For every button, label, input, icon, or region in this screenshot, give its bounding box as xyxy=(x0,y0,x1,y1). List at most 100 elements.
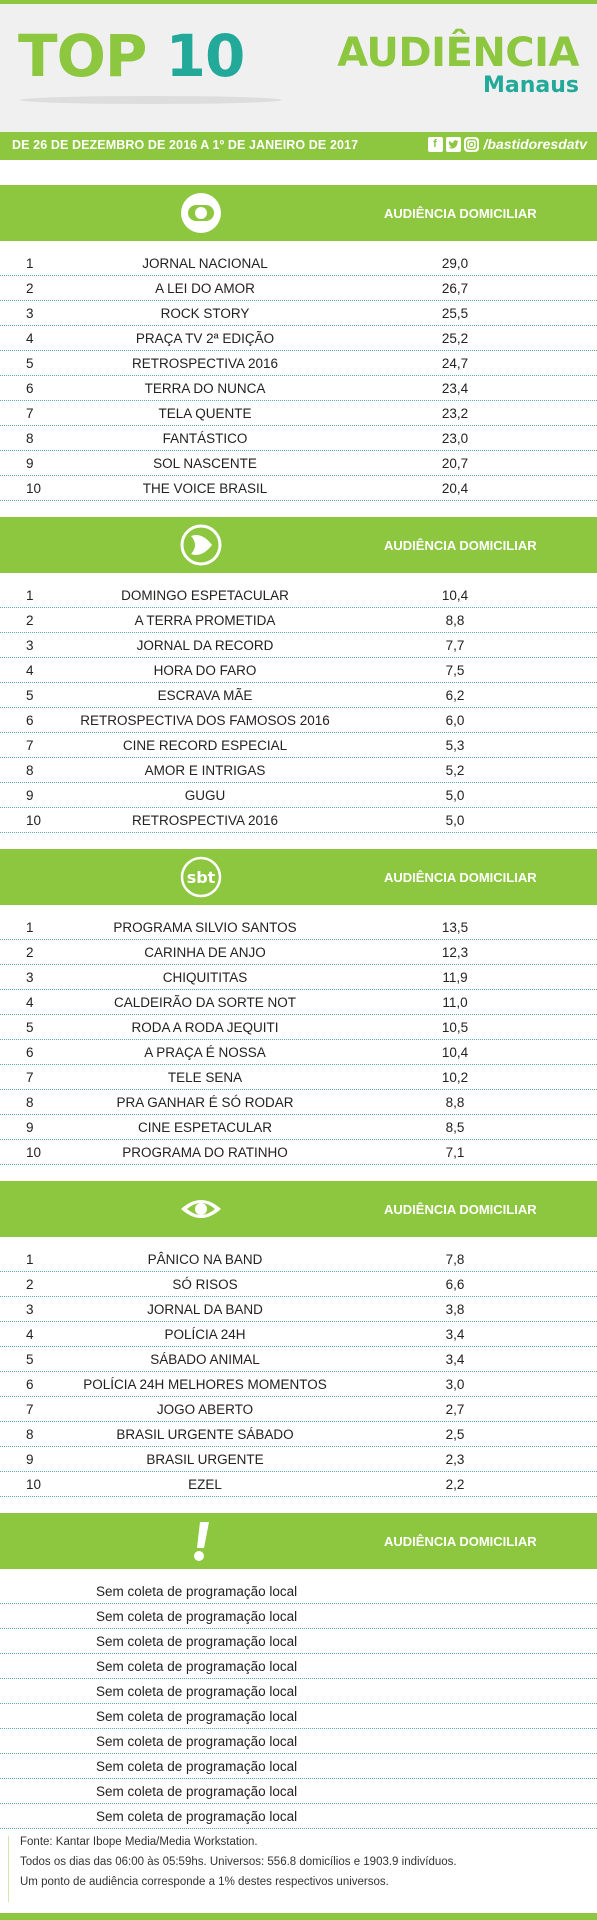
no-data-note: Sem coleta de programação local xyxy=(96,1609,298,1624)
ranking-list: 1 PROGRAMA SILVIO SANTOS 13,5 2 CARINHA DE … xyxy=(0,915,597,1165)
rating-value: 5,3 xyxy=(445,738,465,753)
program-name: BRASIL URGENTE xyxy=(146,1452,264,1467)
program-name: THE VOICE BRASIL xyxy=(142,481,268,496)
rating-value: 6,0 xyxy=(445,713,465,728)
table-row: Sem coleta de programação local xyxy=(0,1679,597,1704)
section-header: sbt AUDIÊNCIA DOMICILIAR xyxy=(0,849,597,905)
rating-value: 23,2 xyxy=(441,406,469,421)
program-name: SÁBADO ANIMAL xyxy=(150,1352,260,1367)
rank: 3 xyxy=(26,306,34,321)
program-name: CALDEIRÃO DA SORTE NOT xyxy=(113,995,297,1010)
rating-value: 8,8 xyxy=(445,1095,465,1110)
rating-value: 8,8 xyxy=(445,613,465,628)
table-row: 10 THE VOICE BRASIL 20,4 xyxy=(0,476,597,501)
band-icon xyxy=(181,1200,221,1218)
rank: 8 xyxy=(26,1095,34,1110)
table-row: 9 CINE ESPETACULAR 8,5 xyxy=(0,1115,597,1140)
table-row: Sem coleta de programação local xyxy=(0,1804,597,1829)
no-data-note: Sem coleta de programação local xyxy=(96,1709,298,1724)
rank: 2 xyxy=(26,281,34,296)
program-name: POLÍCIA 24H xyxy=(164,1327,246,1342)
rating-value: 7,7 xyxy=(445,638,465,653)
no-data-note: Sem coleta de programação local xyxy=(96,1584,298,1599)
table-row: 9 GUGU 5,0 xyxy=(0,783,597,808)
program-name: FANTÁSTICO xyxy=(162,431,248,446)
rank: 5 xyxy=(26,356,34,371)
rank: 1 xyxy=(26,920,34,935)
program-name: RETROSPECTIVA 2016 xyxy=(131,813,279,828)
table-row: 3 ROCK STORY 25,5 xyxy=(0,301,597,326)
rating-value: 5,0 xyxy=(445,813,465,828)
rank: 4 xyxy=(26,1327,34,1342)
program-name: JORNAL DA RECORD xyxy=(136,638,274,653)
table-row: 3 JORNAL DA RECORD 7,7 xyxy=(0,633,597,658)
rating-value: 7,8 xyxy=(445,1252,465,1267)
program-name: A PRAÇA É NOSSA xyxy=(144,1045,266,1060)
rank: 9 xyxy=(26,1120,34,1135)
table-row: 7 CINE RECORD ESPECIAL 5,3 xyxy=(0,733,597,758)
sbt-logo-text: sbt xyxy=(187,868,216,887)
rank: 9 xyxy=(26,1452,34,1467)
program-name: A TERRA PROMETIDA xyxy=(134,613,276,628)
twitter-icon[interactable] xyxy=(445,136,461,152)
program-name: PROGRAMA SILVIO SANTOS xyxy=(113,920,297,935)
program-name: RETROSPECTIVA DOS FAMOSOS 2016 xyxy=(80,713,330,728)
instagram-icon[interactable] xyxy=(463,136,479,152)
table-row: 1 DOMINGO ESPETACULAR 10,4 xyxy=(0,583,597,608)
program-name: RODA A RODA JEQUITI xyxy=(131,1020,279,1035)
program-name: TERRA DO NUNCA xyxy=(144,381,266,396)
table-row: Sem coleta de programação local xyxy=(0,1579,597,1604)
rank: 6 xyxy=(26,381,34,396)
program-name: DOMINGO ESPETACULAR xyxy=(121,588,289,603)
program-name: JORNAL NACIONAL xyxy=(142,256,268,271)
program-name: CHIQUITITAS xyxy=(162,970,248,985)
table-row: 5 SÁBADO ANIMAL 3,4 xyxy=(0,1347,597,1372)
section-header: AUDIÊNCIA DOMICILIAR xyxy=(0,517,597,573)
facebook-icon[interactable]: f xyxy=(427,136,443,152)
program-name: CINE RECORD ESPECIAL xyxy=(122,738,288,753)
rank: 7 xyxy=(26,406,34,421)
sbt-icon: sbt xyxy=(180,856,222,898)
title-shadow xyxy=(20,96,282,104)
no-data-note: Sem coleta de programação local xyxy=(96,1809,298,1824)
table-row: 3 CHIQUITITAS 11,9 xyxy=(0,965,597,990)
program-name: EZEL xyxy=(188,1477,222,1492)
rank: 9 xyxy=(26,456,34,471)
program-name: GUGU xyxy=(184,788,226,803)
no-data-note: Sem coleta de programação local xyxy=(96,1784,298,1799)
rank: 7 xyxy=(26,1070,34,1085)
globo-icon xyxy=(181,193,221,233)
table-row: 2 A TERRA PROMETIDA 8,8 xyxy=(0,608,597,633)
table-row: 10 PROGRAMA DO RATINHO 7,1 xyxy=(0,1140,597,1165)
no-data-note: Sem coleta de programação local xyxy=(96,1759,298,1774)
audience-title: AUDIÊNCIA Manaus xyxy=(337,32,579,98)
section-header: AUDIÊNCIA DOMICILIAR xyxy=(0,1513,597,1569)
rating-value: 23,4 xyxy=(441,381,469,396)
rating-value: 10,4 xyxy=(441,1045,469,1060)
table-row: 3 JORNAL DA BAND 3,8 xyxy=(0,1297,597,1322)
table-row: Sem coleta de programação local xyxy=(0,1629,597,1654)
table-row: Sem coleta de programação local xyxy=(0,1779,597,1804)
rating-value: 7,5 xyxy=(445,663,465,678)
program-name: POLÍCIA 24H MELHORES MOMENTOS xyxy=(83,1377,327,1392)
table-row: 1 JORNAL NACIONAL 29,0 xyxy=(0,251,597,276)
social-handle[interactable]: /bastidoresdatv xyxy=(483,136,587,152)
rank: 10 xyxy=(26,813,42,828)
no-data-note: Sem coleta de programação local xyxy=(96,1684,298,1699)
rating-value: 26,7 xyxy=(441,281,469,296)
rank: 8 xyxy=(26,431,34,446)
table-row: 7 TELE SENA 10,2 xyxy=(0,1065,597,1090)
table-row: 2 SÓ RISOS 6,6 xyxy=(0,1272,597,1297)
rank: 7 xyxy=(26,738,34,753)
table-row: 9 SOL NASCENTE 20,7 xyxy=(0,451,597,476)
table-row: 2 A LEI DO AMOR 26,7 xyxy=(0,276,597,301)
title-top-word: TOP xyxy=(18,22,147,90)
rating-value: 10,5 xyxy=(441,1020,469,1035)
table-row: 9 BRASIL URGENTE 2,3 xyxy=(0,1447,597,1472)
section-label: AUDIÊNCIA DOMICILIAR xyxy=(384,1202,537,1217)
rating-value: 25,5 xyxy=(441,306,469,321)
program-name: RETROSPECTIVA 2016 xyxy=(131,356,279,371)
section-header: AUDIÊNCIA DOMICILIAR xyxy=(0,1181,597,1237)
table-row: 10 RETROSPECTIVA 2016 5,0 xyxy=(0,808,597,833)
rank: 4 xyxy=(26,995,34,1010)
